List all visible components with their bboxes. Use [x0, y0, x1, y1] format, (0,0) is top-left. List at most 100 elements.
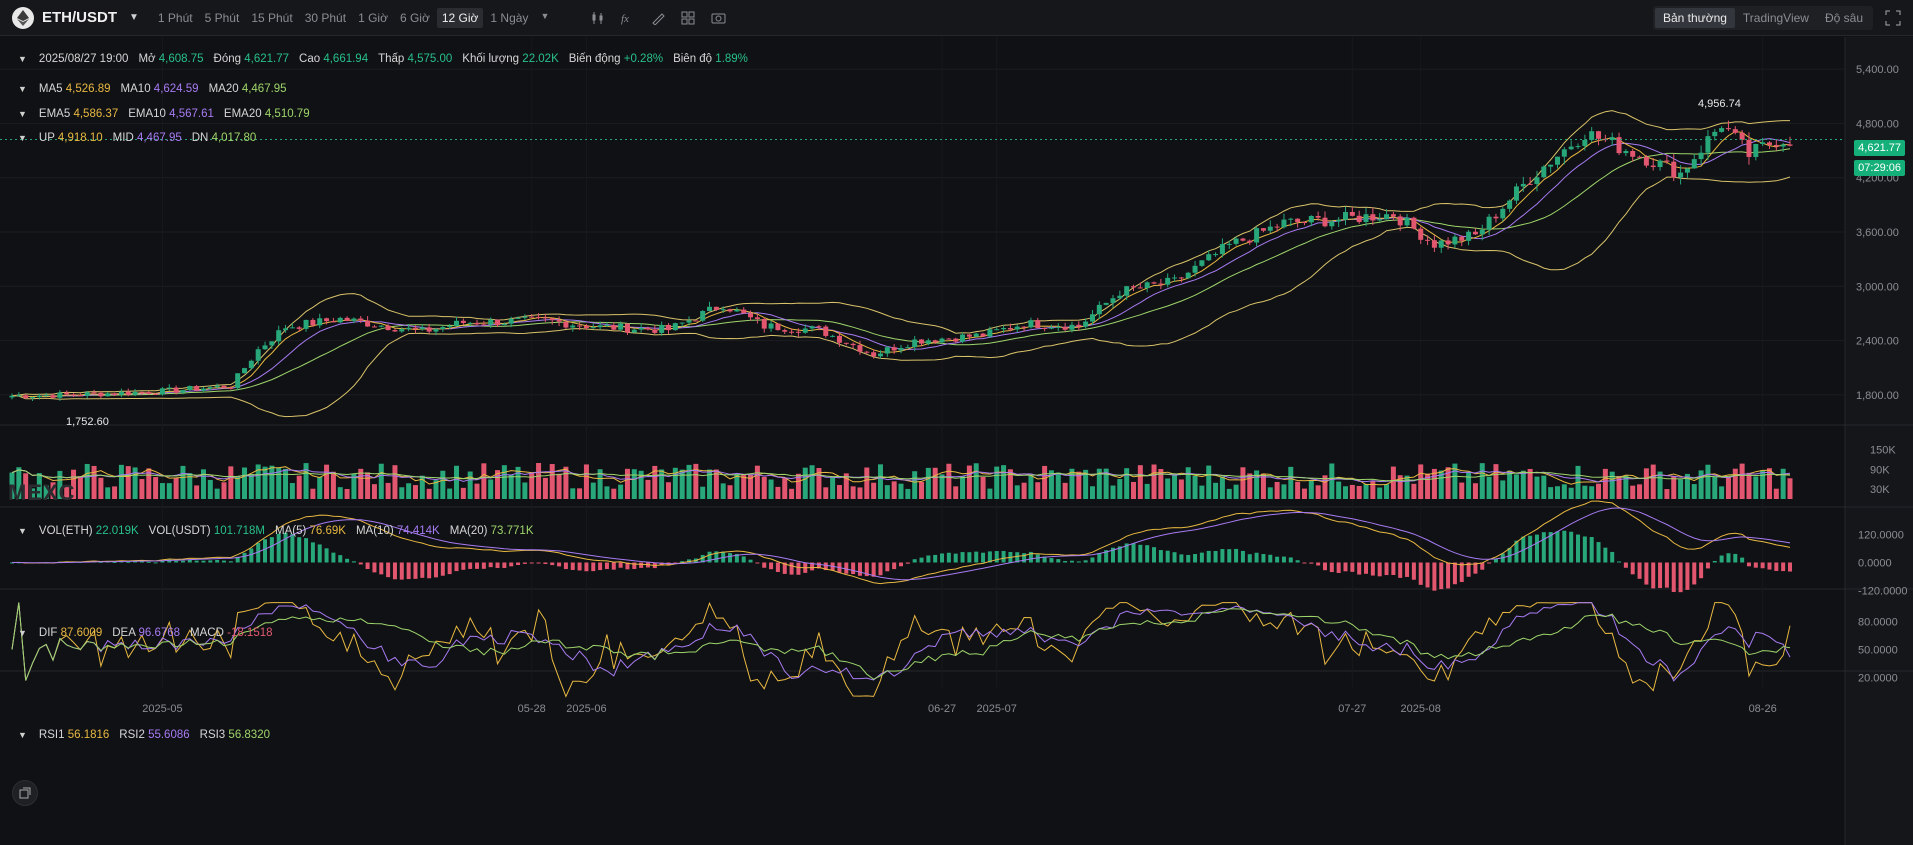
- candle-body: [1390, 214, 1396, 217]
- view-mode-tab[interactable]: TradingView: [1742, 11, 1809, 25]
- chevron-down-icon[interactable]: ▼: [18, 526, 27, 536]
- candle-body: [1520, 183, 1526, 187]
- view-mode-tab[interactable]: Độ sâu: [1824, 11, 1863, 25]
- volume-bar: [1787, 478, 1793, 499]
- camera-icon[interactable]: [710, 10, 726, 26]
- macd-histogram-bar: [563, 562, 568, 570]
- macd-histogram-bar: [379, 562, 384, 575]
- fullscreen-icon[interactable]: [1885, 10, 1901, 26]
- candle-body: [77, 395, 83, 397]
- macd-histogram-bar: [1179, 554, 1184, 563]
- symbol-name: ETH/USDT: [42, 9, 117, 26]
- chevron-down-icon[interactable]: ▼: [18, 628, 27, 638]
- macd-histogram-bar: [1644, 562, 1649, 585]
- candle-body: [604, 325, 610, 327]
- volume-bar: [1630, 485, 1636, 499]
- interval-tab[interactable]: 6 Giờ: [399, 10, 430, 25]
- candle-body: [741, 309, 747, 314]
- interval-tab[interactable]: 15 Phút: [251, 10, 293, 25]
- macd-histogram-bar: [433, 562, 438, 578]
- toggle-panel-icon[interactable]: [12, 780, 38, 806]
- macd-histogram-bar: [1480, 562, 1485, 570]
- candle-body: [166, 387, 172, 389]
- candle-body: [474, 322, 480, 325]
- macd-histogram-bar: [728, 553, 733, 563]
- view-mode-tab[interactable]: Bản thường: [1654, 8, 1735, 28]
- volume-bar: [1001, 465, 1007, 499]
- candle-body: [1438, 240, 1444, 248]
- volume-bar: [754, 465, 760, 499]
- time-axis-label: 2025-08: [1401, 703, 1441, 715]
- interval-tab[interactable]: 1 Giờ: [358, 10, 388, 25]
- price-axis-label: 3,000.00: [1856, 281, 1899, 293]
- candle-body: [173, 387, 179, 393]
- candle-body: [371, 326, 377, 328]
- macd-histogram-bar: [611, 562, 616, 570]
- interval-tab[interactable]: 12 Giờ: [436, 7, 484, 28]
- rsi2-label: RSI2: [119, 729, 145, 741]
- price-chart[interactable]: 5,400.004,800.004,200.003,600.003,000.00…: [0, 37, 1913, 845]
- chevron-down-icon[interactable]: ▼: [18, 109, 27, 119]
- macd-histogram-bar: [577, 562, 582, 571]
- volume-bar: [638, 470, 644, 499]
- interval-tab[interactable]: 30 Phút: [304, 10, 347, 25]
- chevron-down-icon[interactable]: ▼: [18, 54, 27, 64]
- macd-histogram-bar: [782, 562, 787, 574]
- volume-bar: [1500, 480, 1506, 499]
- candle-style-icon[interactable]: [590, 10, 606, 26]
- candle-body: [440, 327, 446, 330]
- macd-histogram-bar: [1774, 562, 1779, 571]
- volume-bar: [1206, 465, 1212, 499]
- view-mode-tabs: Bản thường TradingView Độ sâu: [1652, 6, 1873, 30]
- draw-pen-icon[interactable]: [650, 10, 666, 26]
- boll-up-value: 4,918.10: [57, 132, 103, 144]
- macd-histogram-bar: [1213, 551, 1218, 563]
- volume-bar: [1247, 473, 1253, 499]
- macd-histogram-bar: [905, 562, 910, 564]
- macd-histogram-bar: [516, 562, 521, 566]
- interval-tab[interactable]: 1 Phút: [157, 10, 193, 25]
- volume-bar: [919, 481, 925, 499]
- macd-histogram-bar: [892, 562, 897, 570]
- macd-histogram-bar: [208, 560, 213, 563]
- indicator-icon[interactable]: fx: [620, 10, 636, 26]
- volume-bar: [1623, 475, 1629, 499]
- volume-bar: [1568, 487, 1574, 499]
- candle-body: [1575, 146, 1581, 148]
- macd-histogram-bar: [591, 562, 596, 572]
- candle-body: [337, 317, 343, 323]
- chevron-down-icon[interactable]: ▼: [540, 10, 550, 21]
- macd-histogram-bar: [1651, 562, 1656, 589]
- candle-body: [296, 327, 302, 329]
- candle-body: [631, 329, 637, 333]
- macd-histogram-bar: [454, 562, 459, 572]
- interval-tab[interactable]: 5 Phút: [204, 10, 240, 25]
- macd-histogram-bar: [1076, 561, 1081, 563]
- volume-bar: [1137, 465, 1143, 499]
- macd-histogram-bar: [1548, 532, 1553, 563]
- symbol-selector[interactable]: ETH/USDT ▼: [12, 6, 139, 29]
- macd-histogram-bar: [714, 551, 719, 563]
- macd-histogram-bar: [550, 562, 555, 566]
- macd-histogram-bar: [1733, 553, 1738, 563]
- candle-body: [871, 352, 877, 357]
- candle-body: [542, 317, 548, 319]
- candle-body: [1158, 283, 1164, 285]
- chevron-down-icon[interactable]: ▼: [18, 730, 27, 740]
- chevron-down-icon[interactable]: ▼: [18, 133, 27, 143]
- macd-histogram-bar: [215, 559, 220, 563]
- candle-body: [118, 391, 124, 395]
- macd-histogram-bar: [953, 553, 958, 563]
- volume-bar: [1096, 468, 1102, 499]
- candle-body: [1411, 217, 1417, 229]
- candle-body: [1172, 277, 1178, 279]
- chevron-down-icon[interactable]: ▼: [18, 84, 27, 94]
- interval-tab[interactable]: 1 Ngày: [490, 10, 529, 25]
- volume-bar: [1753, 476, 1759, 499]
- layout-grid-icon[interactable]: [680, 10, 696, 26]
- candle-body: [973, 333, 979, 337]
- volume-bar: [795, 473, 801, 499]
- macd-histogram-bar: [194, 560, 199, 563]
- volume-bar: [399, 487, 405, 499]
- macd-histogram-bar: [1589, 536, 1594, 563]
